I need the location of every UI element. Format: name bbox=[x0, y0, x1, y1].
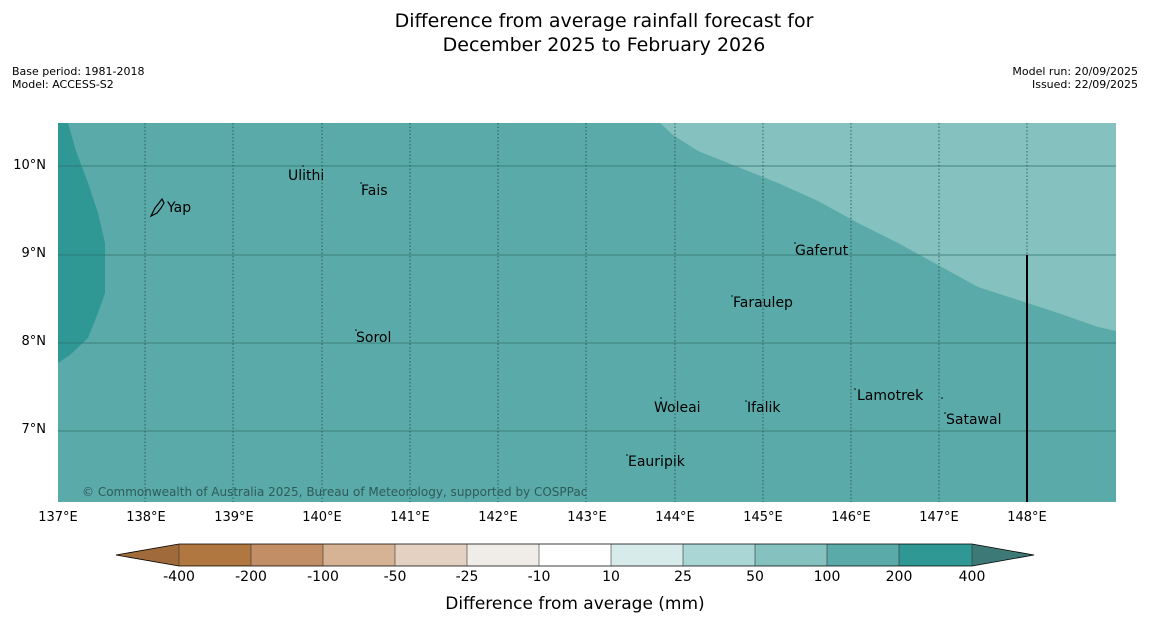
place-woleai: Woleai bbox=[654, 400, 701, 416]
lat-label-7n: 7°N bbox=[21, 422, 47, 437]
issued-date: Issued: 22/09/2025 bbox=[1031, 78, 1138, 91]
lat-label-10n: 10°N bbox=[13, 158, 46, 173]
lon-label-147e: 147°E bbox=[919, 510, 959, 525]
colorbar-tick-4: -50 bbox=[383, 569, 407, 585]
place-lamotrek: Lamotrek bbox=[857, 388, 924, 404]
meta-left: Base period: 1981-2018 Model: ACCESS-S2 bbox=[12, 65, 144, 91]
colorbar-tick-7: 10 bbox=[602, 569, 620, 585]
colorbar-segment-4 bbox=[395, 544, 467, 566]
colorbar-tick-12: 400 bbox=[958, 569, 986, 585]
colorbar-tick-5: -25 bbox=[455, 569, 479, 585]
forecast-map: Ulithi Fais Yap Gaferut Faraulep Sorol W… bbox=[58, 123, 1116, 502]
place-fais: Fais bbox=[361, 183, 388, 199]
colorbar-dividers bbox=[178, 544, 973, 566]
chart-title: Difference from average rainfall forecas… bbox=[0, 9, 1150, 57]
place-ifalik: Ifalik bbox=[747, 400, 781, 416]
lat-label-9n: 9°N bbox=[21, 246, 47, 261]
lon-label-141e: 141°E bbox=[390, 510, 430, 525]
colorbar-tick-8: 25 bbox=[674, 569, 692, 585]
base-period: Base period: 1981-2018 bbox=[12, 65, 145, 78]
lon-label-148e: 148°E bbox=[1007, 510, 1047, 525]
meta-right: Model run: 20/09/2025 Issued: 22/09/2025 bbox=[1012, 65, 1138, 91]
colorbar-outline bbox=[115, 543, 1035, 567]
colorbar-tick-11: 200 bbox=[885, 569, 913, 585]
colorbar-segment-2 bbox=[251, 544, 323, 566]
lon-label-138e: 138°E bbox=[126, 510, 166, 525]
colorbar-tick-9: 50 bbox=[746, 569, 764, 585]
colorbar-segment-1 bbox=[179, 544, 251, 566]
colorbar-tick-10: 100 bbox=[813, 569, 841, 585]
yap-island-shape bbox=[149, 197, 165, 218]
lat-gridlines bbox=[58, 165, 1116, 432]
place-gaferut: Gaferut bbox=[795, 243, 849, 259]
lon-label-137e: 137°E bbox=[38, 510, 78, 525]
colorbar-segment-11 bbox=[899, 544, 972, 566]
colorbar-low-extend bbox=[116, 544, 179, 566]
colorbar-segment-5 bbox=[467, 544, 539, 566]
lon-label-146e: 146°E bbox=[831, 510, 871, 525]
lon-label-139e: 139°E bbox=[214, 510, 254, 525]
colorbar bbox=[115, 543, 1035, 567]
place-faraulep: Faraulep bbox=[733, 295, 793, 311]
region-200-400 bbox=[58, 123, 105, 363]
model-name: Model: ACCESS-S2 bbox=[12, 78, 114, 91]
model-run: Model run: 20/09/2025 bbox=[1012, 65, 1138, 78]
map-svg bbox=[58, 123, 1116, 502]
colorbar-segment-9 bbox=[755, 544, 827, 566]
colorbar-title: Difference from average (mm) bbox=[445, 594, 705, 614]
place-eauripik: Eauripik bbox=[628, 454, 685, 470]
colorbar-tick-2: -200 bbox=[235, 569, 267, 585]
title-line-1: Difference from average rainfall forecas… bbox=[394, 10, 814, 32]
copyright-notice: © Commonwealth of Australia 2025, Bureau… bbox=[82, 485, 588, 499]
colorbar-segment-3 bbox=[323, 544, 395, 566]
place-satawal: Satawal bbox=[946, 412, 1002, 428]
place-yap: Yap bbox=[167, 200, 192, 216]
colorbar-tick-1: -400 bbox=[163, 569, 195, 585]
lon-gridlines bbox=[144, 123, 1028, 502]
colorbar-segment-6 bbox=[539, 544, 611, 566]
colorbar-high-extend bbox=[972, 544, 1034, 566]
place-sorol: Sorol bbox=[356, 330, 392, 346]
place-ulithi: Ulithi bbox=[288, 168, 325, 184]
island-dots bbox=[302, 165, 946, 456]
lon-label-143e: 143°E bbox=[567, 510, 607, 525]
lon-label-140e: 140°E bbox=[302, 510, 342, 525]
colorbar-tick-6: -10 bbox=[527, 569, 551, 585]
colorbar-segment-8 bbox=[683, 544, 755, 566]
colorbar-segment-7 bbox=[611, 544, 683, 566]
colorbar-segment-10 bbox=[827, 544, 899, 566]
region-50-100 bbox=[660, 123, 1116, 331]
lon-label-145e: 145°E bbox=[743, 510, 783, 525]
lat-label-8n: 8°N bbox=[21, 334, 47, 349]
title-line-2: December 2025 to February 2026 bbox=[442, 34, 766, 56]
lon-label-142e: 142°E bbox=[478, 510, 518, 525]
lon-label-144e: 144°E bbox=[655, 510, 695, 525]
colorbar-tick-3: -100 bbox=[307, 569, 339, 585]
